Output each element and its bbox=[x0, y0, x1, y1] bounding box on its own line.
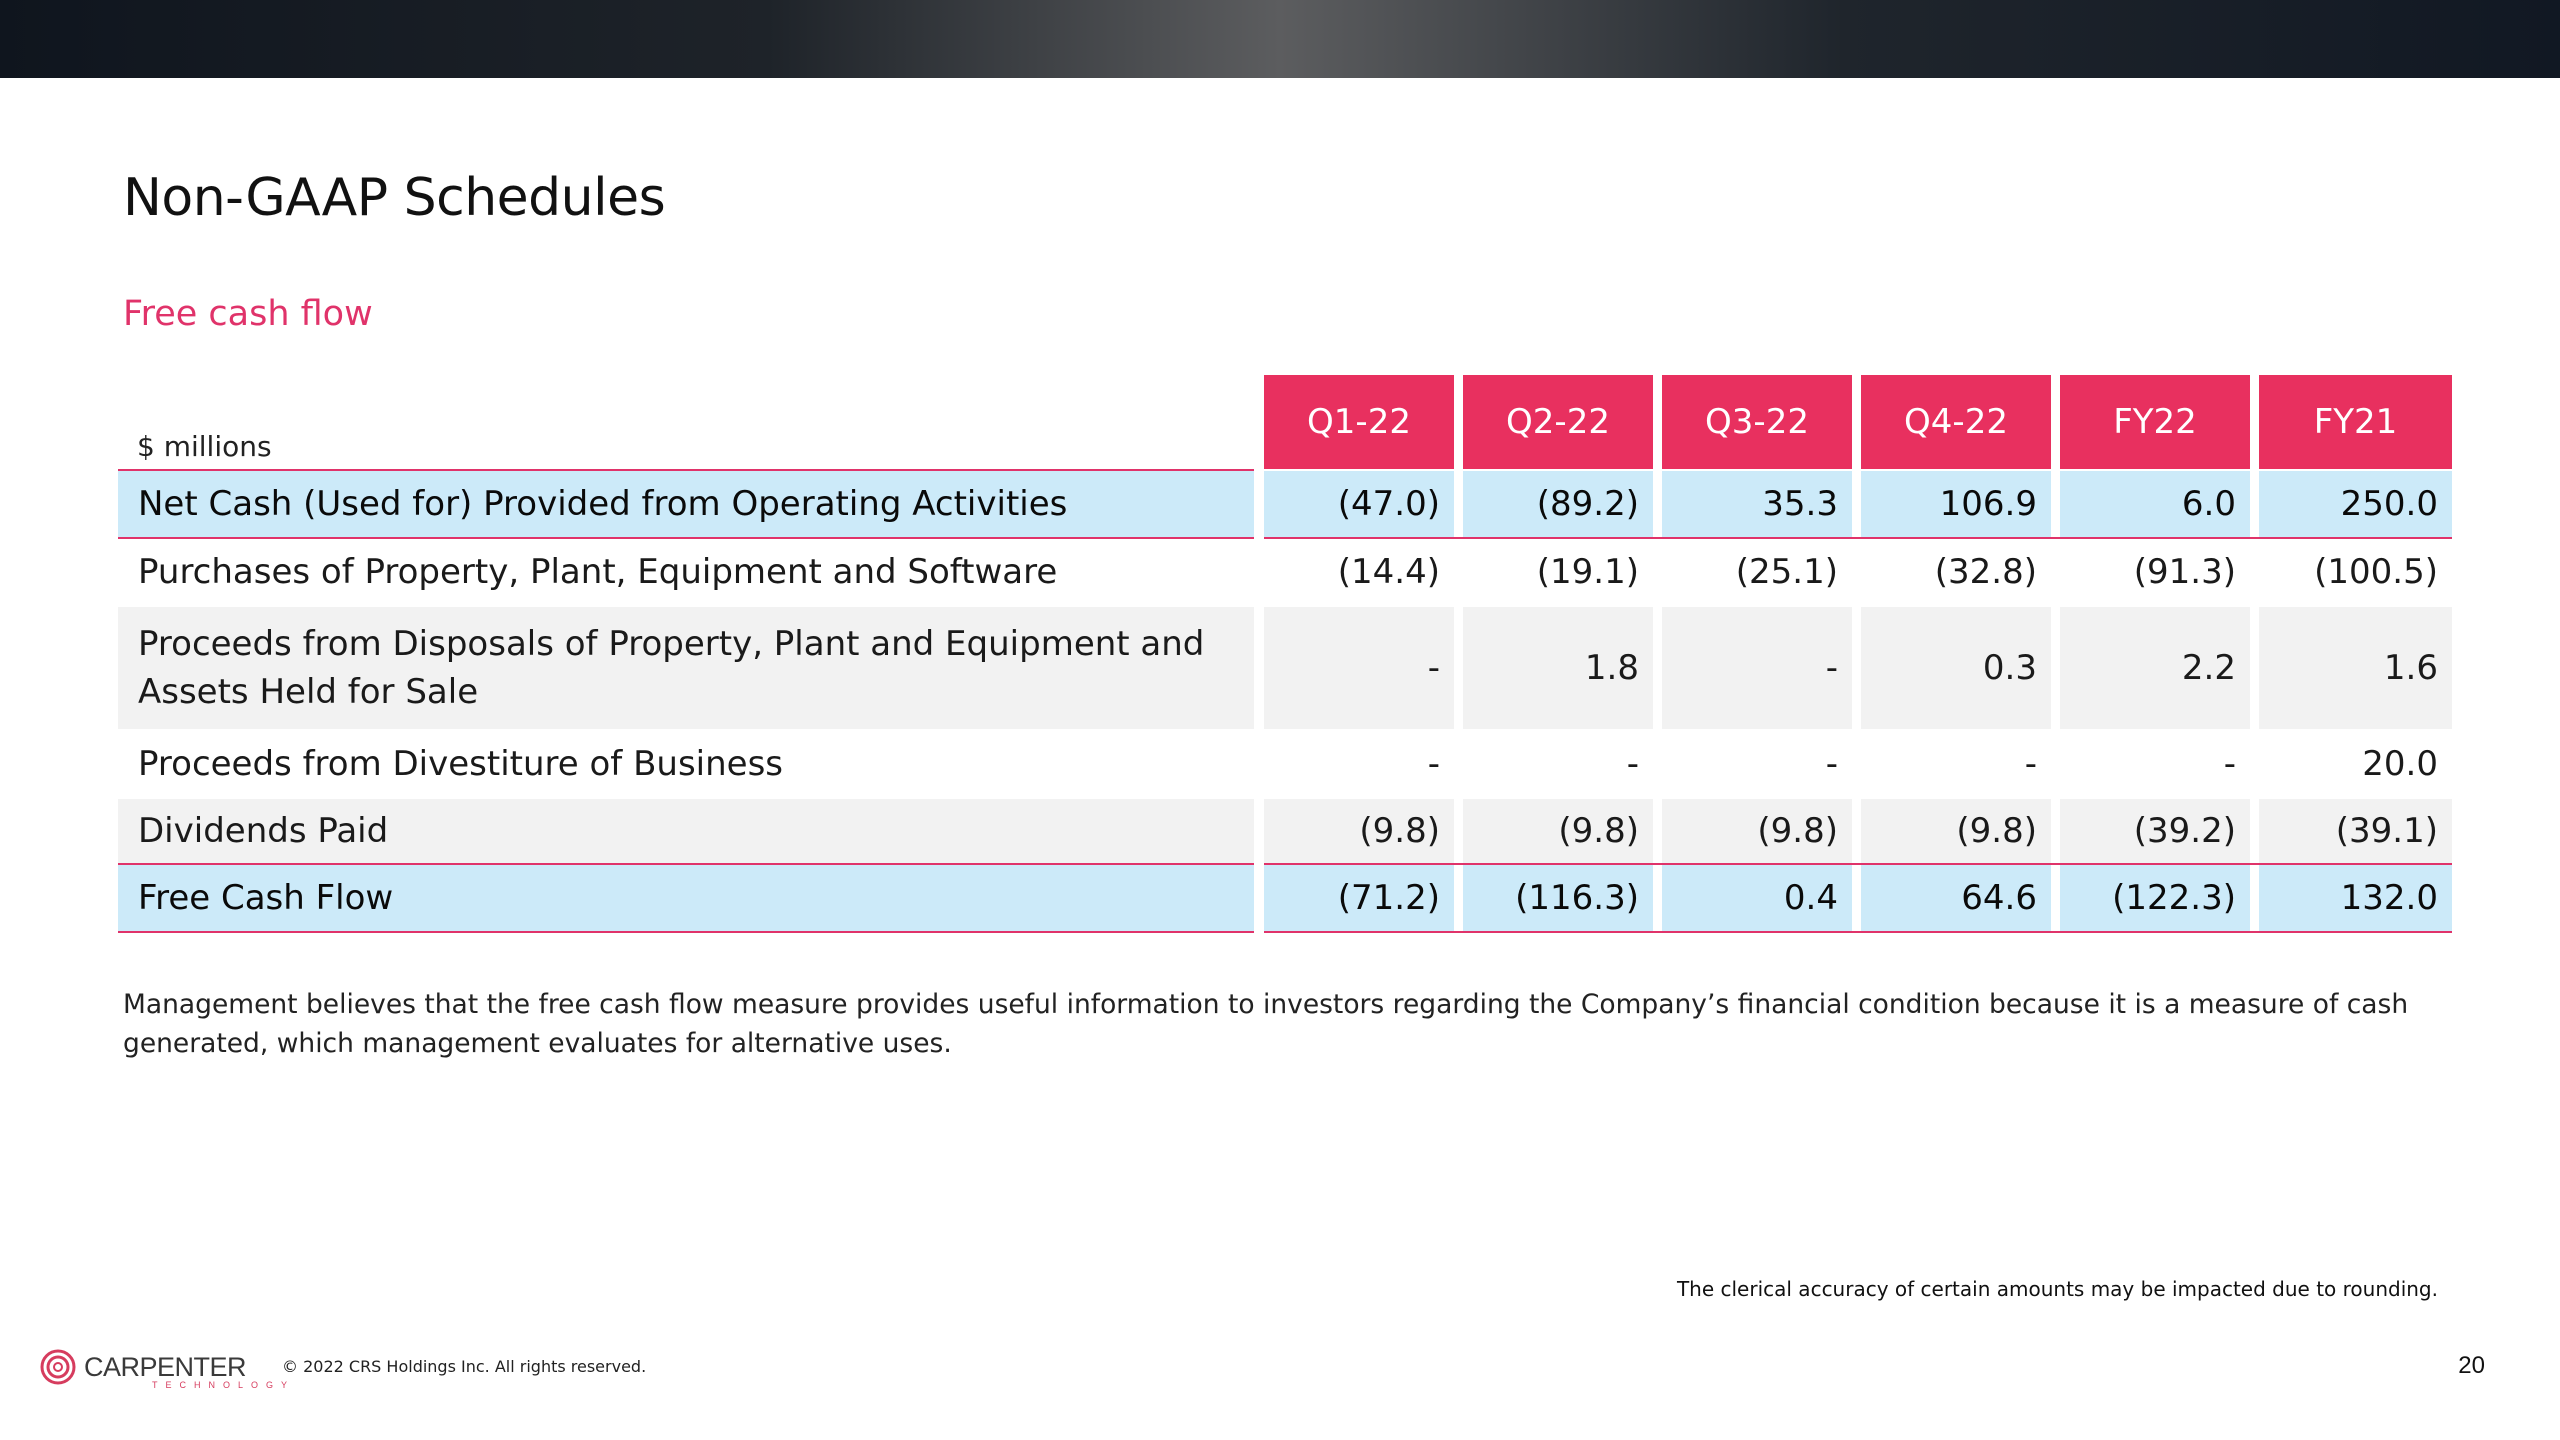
page-title: Non-GAAP Schedules bbox=[123, 168, 666, 228]
table-row-disposals: Proceeds from Disposals of Property, Pla… bbox=[118, 607, 2452, 729]
cell-value: 0.4 bbox=[1662, 865, 1852, 931]
cell-value: 132.0 bbox=[2259, 865, 2452, 931]
row-label: Proceeds from Disposals of Property, Pla… bbox=[118, 607, 1254, 729]
cell-value: 6.0 bbox=[2060, 471, 2250, 537]
cell-value: 20.0 bbox=[2362, 744, 2438, 784]
cell-value: (9.8) bbox=[1662, 799, 1852, 863]
top-banner bbox=[0, 0, 2560, 78]
row-divider bbox=[118, 863, 2452, 865]
row-label: Net Cash (Used for) Provided from Operat… bbox=[118, 471, 1254, 537]
copyright-text: © 2022 CRS Holdings Inc. All rights rese… bbox=[282, 1357, 647, 1376]
cell-value: - bbox=[2223, 744, 2236, 784]
column-header-fy22: FY22 bbox=[2060, 375, 2250, 469]
logo-wordmark: CARPENTER bbox=[84, 1352, 247, 1382]
cell-value: - bbox=[2024, 744, 2037, 784]
logo-subtitle: TECHNOLOGY bbox=[152, 1380, 296, 1390]
row-label: Dividends Paid bbox=[118, 799, 1254, 863]
cell-value: 250.0 bbox=[2259, 471, 2452, 537]
cell-value: (19.1) bbox=[1536, 552, 1639, 592]
cell-value: - bbox=[1662, 607, 1852, 729]
cell-value: (122.3) bbox=[2060, 865, 2250, 931]
cell-value: 2.2 bbox=[2060, 607, 2250, 729]
page-number: 20 bbox=[2458, 1352, 2485, 1379]
units-label: $ millions bbox=[137, 430, 272, 463]
cell-value: (9.8) bbox=[1463, 799, 1653, 863]
cell-value: 0.3 bbox=[1861, 607, 2051, 729]
carpenter-logo-icon bbox=[40, 1349, 76, 1385]
cell-value: (89.2) bbox=[1463, 471, 1653, 537]
row-divider bbox=[118, 931, 2452, 933]
section-subtitle: Free cash flow bbox=[123, 294, 373, 334]
cell-value: (71.2) bbox=[1264, 865, 1454, 931]
cell-value: 1.8 bbox=[1463, 607, 1653, 729]
column-header-q2-22: Q2-22 bbox=[1463, 375, 1653, 469]
management-note: Management believes that the free cash f… bbox=[123, 989, 2409, 1059]
column-header-q1-22: Q1-22 bbox=[1264, 375, 1454, 469]
cell-value: (14.4) bbox=[1337, 552, 1440, 592]
row-label: Free Cash Flow bbox=[118, 865, 1254, 931]
cell-value: (116.3) bbox=[1463, 865, 1653, 931]
cell-value: 64.6 bbox=[1861, 865, 2051, 931]
cell-value: (39.1) bbox=[2259, 799, 2452, 863]
cell-value: - bbox=[1264, 607, 1454, 729]
table-row-free-cash-flow: Free Cash Flow (71.2) (116.3) 0.4 64.6 (… bbox=[118, 865, 2452, 931]
cell-value: - bbox=[1427, 744, 1440, 784]
cell-value: (9.8) bbox=[1264, 799, 1454, 863]
row-divider bbox=[118, 537, 2452, 539]
column-header-q3-22: Q3-22 bbox=[1662, 375, 1852, 469]
column-header-fy21: FY21 bbox=[2259, 375, 2452, 469]
cell-value: (39.2) bbox=[2060, 799, 2250, 863]
header-divider bbox=[118, 469, 1254, 471]
table-row-operating-cash: Net Cash (Used for) Provided from Operat… bbox=[118, 471, 2452, 537]
column-gap bbox=[1254, 375, 1264, 933]
cell-value: (32.8) bbox=[1934, 552, 2037, 592]
cell-value: 106.9 bbox=[1861, 471, 2051, 537]
table-row-capex: Purchases of Property, Plant, Equipment … bbox=[118, 539, 2452, 605]
row-label: Purchases of Property, Plant, Equipment … bbox=[138, 552, 1058, 592]
cell-value: 1.6 bbox=[2259, 607, 2452, 729]
cell-value: (25.1) bbox=[1735, 552, 1838, 592]
cell-value: (100.5) bbox=[2314, 552, 2438, 592]
table-row-dividends: Dividends Paid (9.8) (9.8) (9.8) (9.8) (… bbox=[118, 799, 2452, 863]
cell-value: (91.3) bbox=[2133, 552, 2236, 592]
cell-value: (9.8) bbox=[1861, 799, 2051, 863]
cell-value: - bbox=[1825, 744, 1838, 784]
column-header-q4-22: Q4-22 bbox=[1861, 375, 2051, 469]
cell-value: 35.3 bbox=[1662, 471, 1852, 537]
table-row-divestiture: Proceeds from Divestiture of Business - … bbox=[118, 731, 2452, 797]
rounding-note: The clerical accuracy of certain amounts… bbox=[1676, 1277, 2438, 1301]
row-label: Proceeds from Divestiture of Business bbox=[138, 744, 784, 784]
cell-value: - bbox=[1626, 744, 1639, 784]
cell-value: (47.0) bbox=[1264, 471, 1454, 537]
